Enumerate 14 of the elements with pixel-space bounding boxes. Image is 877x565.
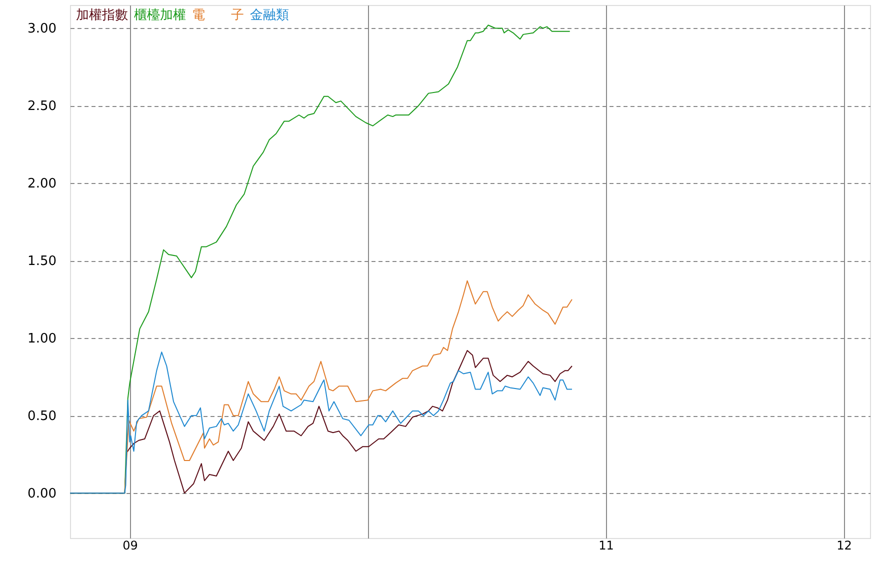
y-tick-label: 2.50 [28,99,56,114]
x-tick-label: 12 [836,538,852,552]
y-tick-label: 2.00 [28,176,56,192]
text: 金融類 [250,8,289,23]
x-tick-label: 09 [122,538,138,552]
text: 電 子 [192,8,244,23]
y-tick-label: 3.00 [28,22,56,37]
x-tick-label: 11 [598,538,614,552]
text: 加權指數 [76,8,128,23]
y-tick-label: 0.50 [28,409,56,424]
y-tick-label: 1.50 [28,254,56,270]
y-tick-label: 1.00 [28,332,56,347]
y-tick-label: 0.00 [28,486,56,502]
text: 櫃檯加權 [134,8,186,23]
